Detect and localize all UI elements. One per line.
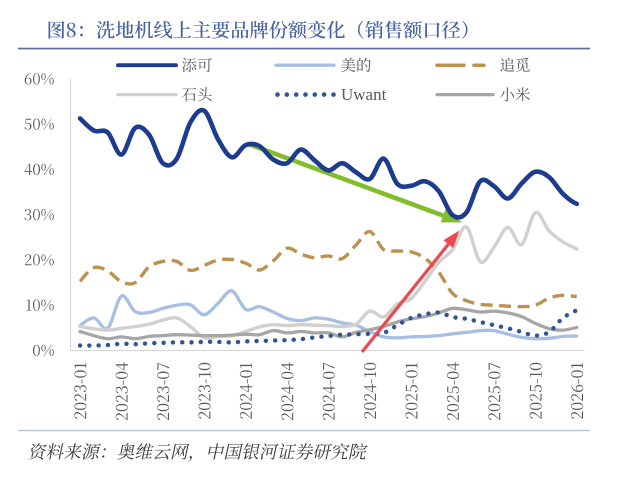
svg-text:Uwant: Uwant — [341, 85, 387, 104]
